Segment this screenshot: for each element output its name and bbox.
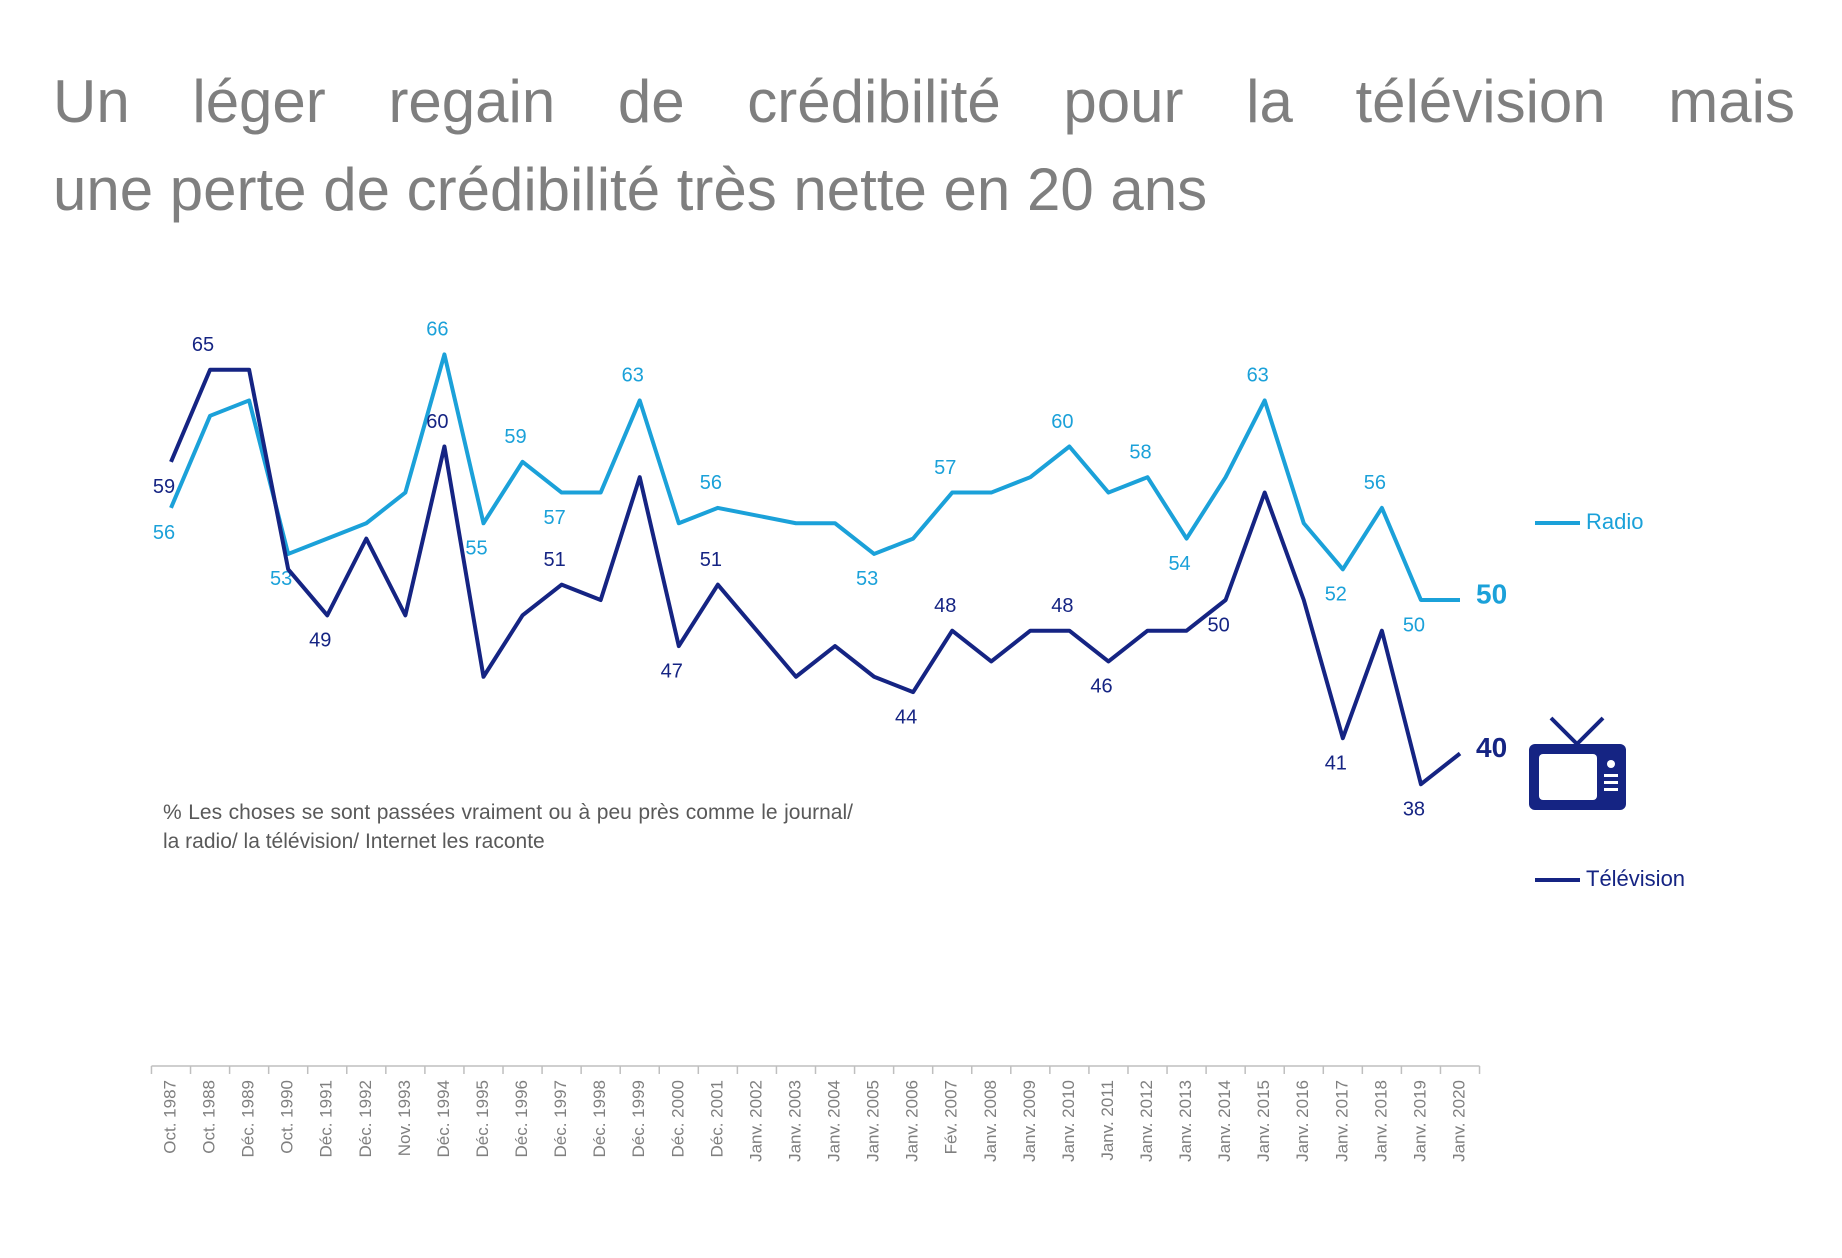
x-tick-label: Déc. 1999 (629, 1080, 648, 1158)
data-label: 60 (1051, 411, 1073, 433)
data-label: 46 (1090, 676, 1112, 698)
x-tick-label: Janv. 2011 (1098, 1080, 1117, 1161)
data-label: 65 (192, 334, 214, 356)
x-tick-label: Nov. 1993 (395, 1080, 414, 1156)
x-tick-label: Janv. 2020 (1449, 1080, 1468, 1162)
legend-label: Radio (1586, 509, 1643, 534)
data-label: 59 (153, 476, 175, 498)
data-label: 56 (1364, 472, 1386, 494)
legend-label: Télévision (1586, 866, 1685, 891)
data-label: 52 (1325, 584, 1347, 606)
data-label: 51 (543, 549, 565, 571)
x-tick-label: Oct. 1987 (160, 1080, 179, 1154)
data-label: 63 (622, 365, 644, 387)
data-label: 48 (1051, 595, 1073, 617)
data-label: 54 (1168, 553, 1190, 575)
x-tick-label: Janv. 2004 (825, 1080, 844, 1162)
x-tick-label: Janv. 2010 (1059, 1080, 1078, 1162)
series-line (169, 352, 1460, 602)
data-label: 47 (661, 660, 683, 682)
x-tick-label: Janv. 2006 (903, 1080, 922, 1162)
end-label: 40 (1476, 732, 1507, 763)
x-tick-label: Déc. 1996 (512, 1080, 531, 1158)
x-tick-label: Déc. 1997 (551, 1080, 570, 1158)
data-label: 48 (934, 595, 956, 617)
data-label: 60 (426, 411, 448, 433)
x-tick-label: Déc. 1995 (473, 1080, 492, 1158)
data-label: 50 (1208, 614, 1230, 636)
x-tick-label: Janv. 2003 (785, 1080, 804, 1162)
data-label: 53 (856, 568, 878, 590)
x-tick-label: Janv. 2013 (1176, 1080, 1195, 1162)
data-label: 58 (1129, 441, 1151, 463)
x-tick-label: Janv. 2005 (864, 1080, 883, 1162)
x-tick-label: Janv. 2008 (981, 1080, 1000, 1162)
data-label: 56 (153, 522, 175, 544)
x-tick-label: Janv. 2012 (1137, 1080, 1156, 1162)
x-tick-label: Janv. 2017 (1332, 1080, 1351, 1162)
title-line: une perte de crédibilité très nette en 2… (53, 156, 1208, 223)
x-tick-label: Déc. 2000 (668, 1080, 687, 1158)
data-label: 63 (1247, 365, 1269, 387)
x-tick-label: Déc. 1992 (356, 1080, 375, 1158)
x-tick-label: Déc. 1989 (239, 1080, 258, 1158)
x-tick-label: Déc. 1998 (590, 1080, 609, 1158)
x-tick-label: Oct. 1990 (278, 1080, 297, 1154)
tv-icon (1529, 716, 1626, 810)
data-label: 50 (1403, 614, 1425, 636)
data-label: 38 (1403, 798, 1425, 820)
data-label: 49 (309, 630, 331, 652)
x-tick-label: Janv. 2014 (1215, 1080, 1234, 1162)
data-label: 57 (934, 457, 956, 479)
x-tick-label: Fév. 2007 (942, 1080, 961, 1154)
data-label: 41 (1325, 752, 1347, 774)
x-tick-label: Déc. 1994 (434, 1080, 453, 1158)
data-label: 55 (465, 538, 487, 560)
x-tick-label: Oct. 1988 (200, 1080, 219, 1154)
x-tick-label: Déc. 1991 (317, 1080, 336, 1158)
series-line (169, 367, 1462, 787)
data-label: 56 (700, 472, 722, 494)
x-tick-label: Janv. 2018 (1371, 1080, 1390, 1162)
data-label: 57 (543, 507, 565, 529)
data-label: 66 (426, 319, 448, 341)
x-tick-label: Janv. 2019 (1410, 1080, 1429, 1162)
x-tick-label: Janv. 2015 (1254, 1080, 1273, 1162)
x-tick-label: Déc. 2001 (707, 1080, 726, 1158)
data-label: 51 (700, 549, 722, 571)
title-line: Un léger regain de crédibilité pour la t… (53, 68, 1795, 135)
x-tick-label: Janv. 2009 (1020, 1080, 1039, 1162)
data-label: 53 (270, 568, 292, 590)
end-label: 50 (1476, 578, 1507, 609)
x-tick-label: Janv. 2002 (746, 1080, 765, 1162)
data-label: 44 (895, 706, 917, 728)
x-tick-label: Janv. 2016 (1293, 1080, 1312, 1162)
data-label: 59 (504, 426, 526, 448)
note: % Les choses se sont passées vraiment ou… (163, 801, 853, 853)
